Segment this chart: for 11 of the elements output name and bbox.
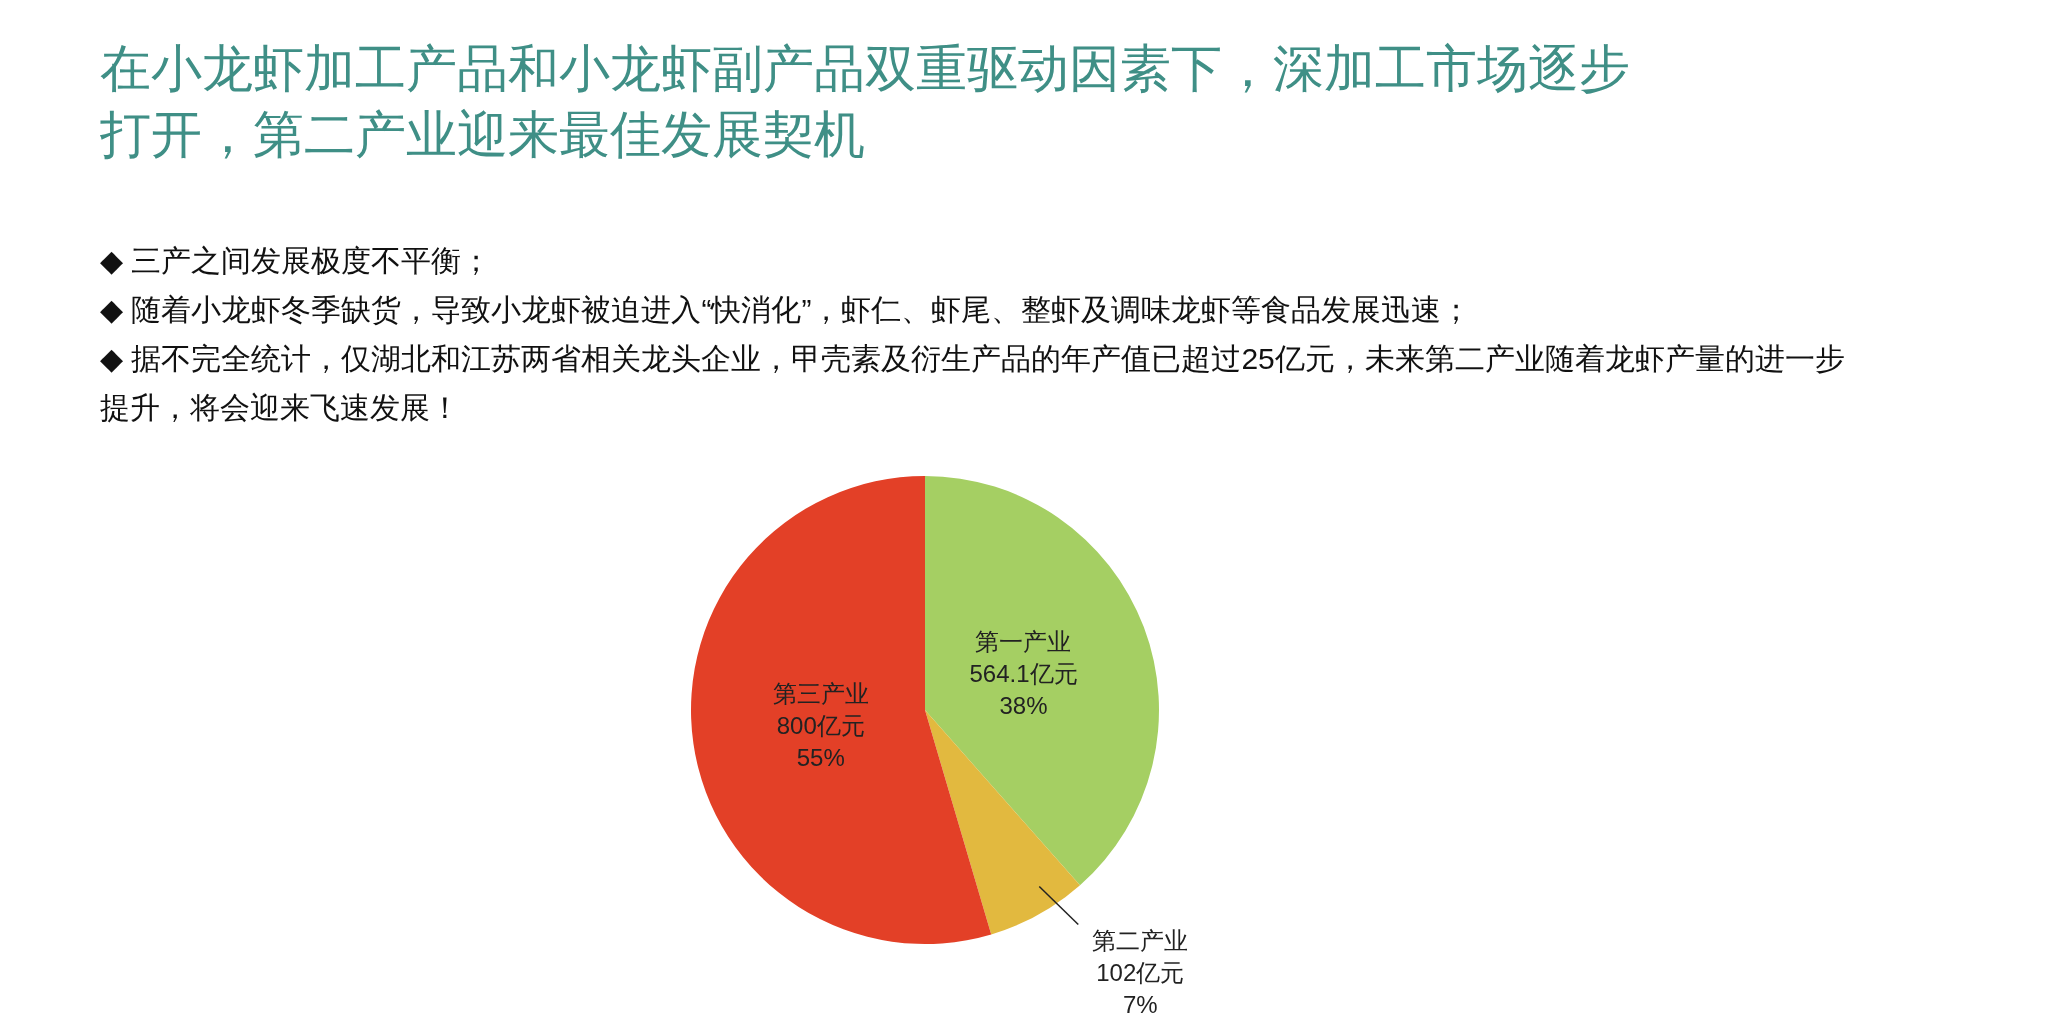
data-label: 564.1亿元 38% (969, 659, 1078, 719)
chart-title: 在小龙虾加工产品和小龙虾副产品双重驱动因素下，深加工市场逐步打开，第二产业迎来最佳发展契机 (100, 39, 1631, 165)
slice-label: 第三产业 (772, 680, 869, 708)
data-label: 102亿元 7% (1096, 959, 1185, 1018)
text: ◆ 三产之间发展极度不平衡； (100, 243, 493, 279)
slice-label: 第一产业 (975, 627, 1072, 655)
text: ◆ 随着小龙虾冬季缺货，导致小龙虾被迫进入“快消化”，虾仁、虾尾、整虾及调味龙虾等食品发展迅速； (100, 292, 1473, 328)
slice-label: 第二产业 (1092, 927, 1189, 955)
text: ◆ 据不完全统计，仅湖北和江苏两省相关龙头企业，甲壳素及衍生产品的年产值已超过25亿元，未来第二产业随着龙虾产量的进一步提升，将会迎来飞速发展！ (100, 341, 1846, 426)
pie-slice (925, 476, 1159, 886)
data-label: 800亿元 55% (776, 712, 865, 772)
